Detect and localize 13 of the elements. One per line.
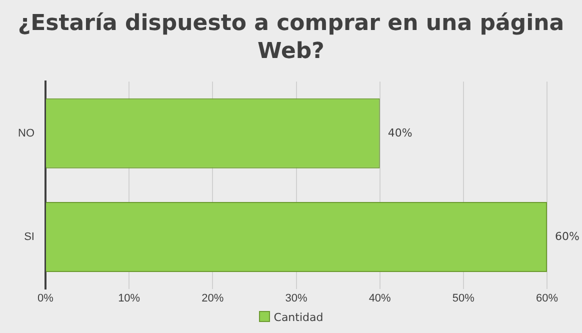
data-label: 60% [555,230,580,243]
x-tick-label: 60% [536,292,558,304]
y-tick-label: NO [18,127,35,140]
x-tick-label: 50% [452,292,475,304]
data-label: 40% [388,126,412,140]
x-tick-label: 30% [285,292,308,304]
text: Cantidad [274,311,324,324]
x-tick-label: 10% [118,292,140,304]
x-tick-label: 20% [202,292,224,304]
x-tick-label: 40% [368,292,392,304]
x-tick-label: 0% [38,292,54,304]
y-tick-label: SI [24,231,34,244]
chart-title: ¿Estaría dispuesto a comprar en una página Web? [16,10,566,66]
